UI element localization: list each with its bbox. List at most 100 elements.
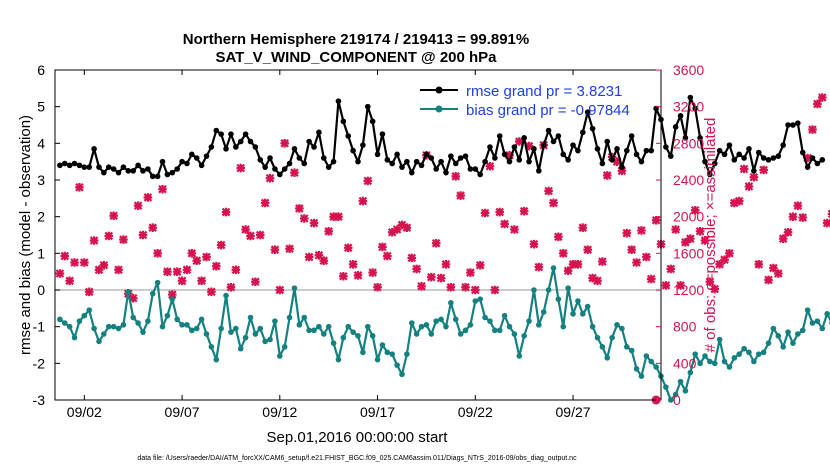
bias-point	[223, 292, 229, 299]
obs-marker	[417, 282, 426, 291]
bias-point	[824, 311, 830, 317]
y-right-tick-label: 400	[673, 355, 697, 371]
obs-marker	[368, 268, 377, 277]
bias-point	[633, 366, 640, 372]
bias-point	[755, 351, 762, 357]
y-left-tick-label: -3	[33, 392, 46, 408]
rmse-point	[379, 131, 386, 137]
obs-point	[759, 165, 768, 175]
rmse-point	[418, 162, 425, 169]
obs-point	[510, 225, 519, 234]
bias-point	[159, 323, 166, 330]
obs-marker	[588, 273, 597, 283]
obs-point	[285, 244, 294, 254]
obs-marker	[661, 281, 671, 290]
bias-point	[203, 331, 210, 337]
obs-marker	[290, 168, 299, 177]
obs-marker	[549, 198, 558, 208]
obs-point	[329, 212, 338, 221]
bias-point	[233, 325, 239, 332]
rmse-point	[71, 160, 78, 167]
rmse-point	[707, 171, 713, 178]
obs-point	[114, 265, 123, 275]
obs-marker	[461, 282, 470, 292]
obs-point	[676, 281, 685, 290]
rmse-point	[320, 155, 327, 161]
obs-point	[710, 284, 720, 294]
bias-point	[531, 287, 537, 293]
bias-point	[291, 285, 298, 291]
rmse-point	[423, 151, 430, 158]
rmse-point	[91, 146, 97, 152]
bias-point	[702, 353, 708, 359]
bias-point	[609, 334, 615, 341]
rmse-point	[296, 155, 303, 161]
obs-marker	[739, 164, 749, 174]
rmse-point	[164, 171, 171, 178]
y-left-tick-label: 5	[37, 99, 45, 115]
rmse-point	[667, 153, 674, 159]
bias-point	[213, 356, 220, 363]
rmse-point	[384, 157, 391, 163]
bias-point	[433, 318, 439, 324]
rmse-point	[413, 158, 420, 165]
rmse-point	[604, 138, 611, 145]
obs-marker	[158, 184, 167, 194]
obs-marker	[265, 173, 275, 183]
bias-point	[672, 391, 679, 398]
rmse-point	[663, 144, 669, 150]
bias-point	[501, 312, 508, 319]
obs-marker	[725, 249, 734, 258]
rmse-point	[633, 151, 640, 158]
bias-point	[785, 329, 791, 335]
obs-marker	[353, 271, 363, 280]
obs-marker	[563, 266, 573, 276]
bias-point	[369, 333, 376, 339]
rmse-point	[795, 120, 801, 126]
obs-point	[153, 249, 162, 258]
bias-point	[115, 325, 122, 332]
bias-point	[252, 331, 259, 337]
obs-point	[148, 223, 158, 232]
rmse-point	[345, 133, 352, 139]
bias-point	[521, 333, 527, 339]
obs-marker	[705, 277, 715, 287]
obs-marker	[783, 227, 793, 237]
bias-point	[247, 314, 254, 321]
obs-marker	[558, 249, 568, 258]
obs-point	[573, 260, 583, 269]
obs-point	[109, 211, 118, 221]
obs-marker	[251, 277, 260, 287]
obs-marker	[734, 196, 744, 206]
obs-point	[383, 251, 392, 261]
bias-point	[286, 314, 293, 321]
obs-point	[671, 225, 680, 234]
obs-point	[197, 276, 206, 286]
bias-point	[242, 334, 249, 341]
bias-point	[86, 307, 93, 313]
obs-marker	[387, 227, 397, 237]
rmse-point	[716, 147, 723, 154]
bias-point	[281, 344, 288, 350]
rmse-point	[301, 160, 308, 167]
x-tick-label: 09/12	[262, 404, 297, 420]
obs-point	[128, 293, 138, 303]
obs-point	[446, 282, 456, 292]
obs-point	[373, 282, 382, 292]
x-tick-label: 09/27	[556, 404, 591, 420]
rmse-point	[223, 146, 229, 152]
rmse-point	[741, 155, 747, 161]
obs-marker	[236, 163, 246, 173]
obs-point	[769, 263, 778, 273]
obs-marker	[632, 258, 641, 267]
obs-point	[202, 252, 211, 262]
obs-marker	[397, 220, 407, 230]
rmse-point	[628, 133, 635, 139]
obs-marker	[676, 281, 685, 290]
y-right-tick-label: 1600	[673, 245, 704, 261]
obs-point	[119, 235, 128, 244]
obs-point	[778, 234, 788, 243]
rmse-point	[101, 169, 107, 176]
bias-point	[306, 327, 312, 334]
rmse-point	[374, 151, 381, 158]
